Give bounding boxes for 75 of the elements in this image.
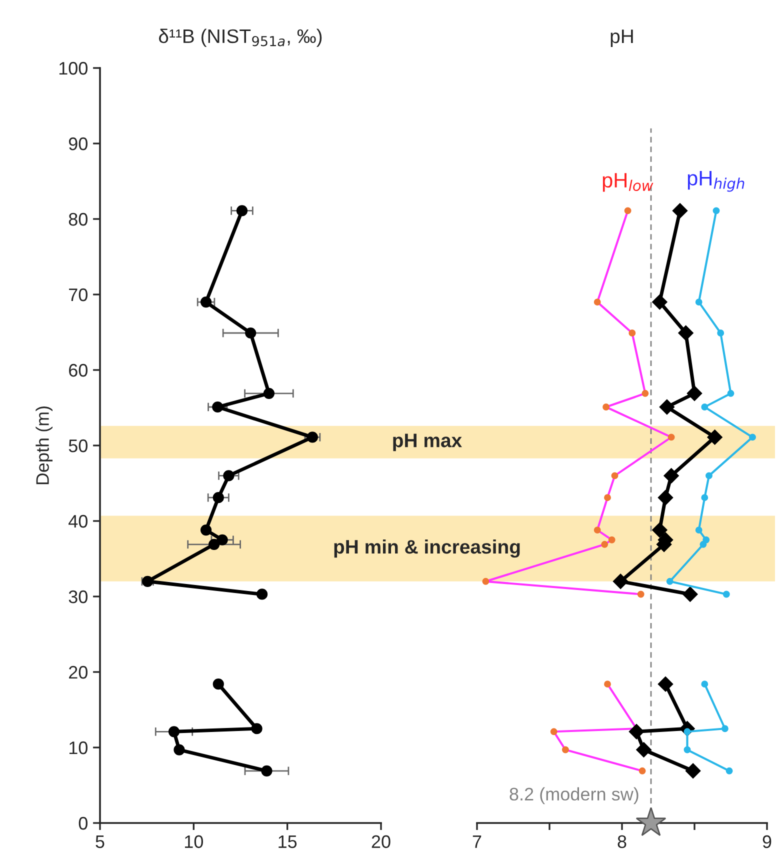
point — [200, 296, 212, 308]
x-tick-label: 7 — [472, 835, 482, 848]
x-tick-label: 8 — [618, 835, 626, 848]
point — [722, 590, 730, 598]
y-axis-title: Depth (m) — [36, 406, 53, 484]
chart-title: pH — [610, 30, 633, 48]
point — [636, 742, 652, 758]
y-tick-label: 20 — [69, 666, 88, 679]
point — [707, 430, 722, 445]
point — [726, 767, 733, 774]
x-tick-label: 20 — [372, 835, 390, 848]
point — [212, 401, 224, 413]
y-tick-label: 80 — [68, 212, 88, 226]
point — [717, 330, 724, 336]
point — [223, 470, 234, 482]
ref-line-label: 8.2 (modern sw) — [510, 787, 638, 804]
point — [712, 207, 720, 214]
point — [700, 540, 707, 548]
point — [256, 588, 268, 600]
y-tick-label: 30 — [68, 590, 88, 604]
point — [261, 765, 272, 776]
point — [706, 472, 712, 480]
point — [695, 526, 702, 534]
point — [672, 203, 688, 218]
y-tick-label: 100 — [59, 62, 88, 75]
y-tick-label: 90 — [68, 137, 88, 150]
point — [727, 390, 734, 397]
point — [701, 680, 708, 688]
point — [664, 468, 679, 484]
chart-title: δ¹¹B (NIST$_{951a}$, ‰) — [158, 28, 322, 47]
point — [721, 725, 728, 732]
x-tick-label: 5 — [96, 835, 104, 848]
band-label: pH max — [393, 434, 462, 452]
x-tick-label: 9 — [762, 835, 772, 848]
band-label: pH min & increasing — [334, 539, 520, 558]
point — [216, 534, 228, 546]
point — [684, 746, 691, 754]
point — [612, 574, 628, 589]
point — [652, 522, 668, 538]
point — [658, 490, 674, 506]
y-tick-label: 70 — [69, 288, 88, 302]
point — [702, 536, 710, 544]
point — [695, 298, 702, 306]
series-label: pH$_{high}$ — [688, 170, 744, 192]
point — [701, 404, 708, 410]
point — [658, 676, 674, 692]
point — [208, 538, 220, 550]
point — [200, 524, 212, 536]
point — [212, 678, 224, 690]
point — [685, 763, 701, 778]
point — [686, 386, 702, 401]
y-tick-label: 0 — [78, 816, 88, 830]
point — [263, 388, 275, 399]
point — [168, 726, 180, 738]
x-tick-label: 15 — [278, 835, 297, 848]
point — [306, 432, 318, 443]
point — [236, 205, 248, 216]
y-tick-label: 60 — [69, 364, 88, 377]
point — [245, 327, 256, 339]
y-tick-label: 40 — [68, 514, 88, 528]
point — [174, 744, 185, 756]
y-tick-label: 10 — [69, 741, 88, 754]
point — [678, 325, 694, 341]
point — [666, 578, 674, 585]
point — [701, 494, 708, 502]
point — [251, 723, 262, 734]
point — [682, 586, 698, 602]
y-tick-label: 50 — [68, 439, 88, 452]
x-tick-label: 10 — [185, 835, 204, 848]
point — [212, 492, 224, 504]
point — [749, 434, 756, 441]
point — [659, 399, 675, 415]
point — [628, 724, 644, 740]
series-label: pH$_{low}$ — [602, 173, 654, 192]
point — [652, 294, 668, 310]
